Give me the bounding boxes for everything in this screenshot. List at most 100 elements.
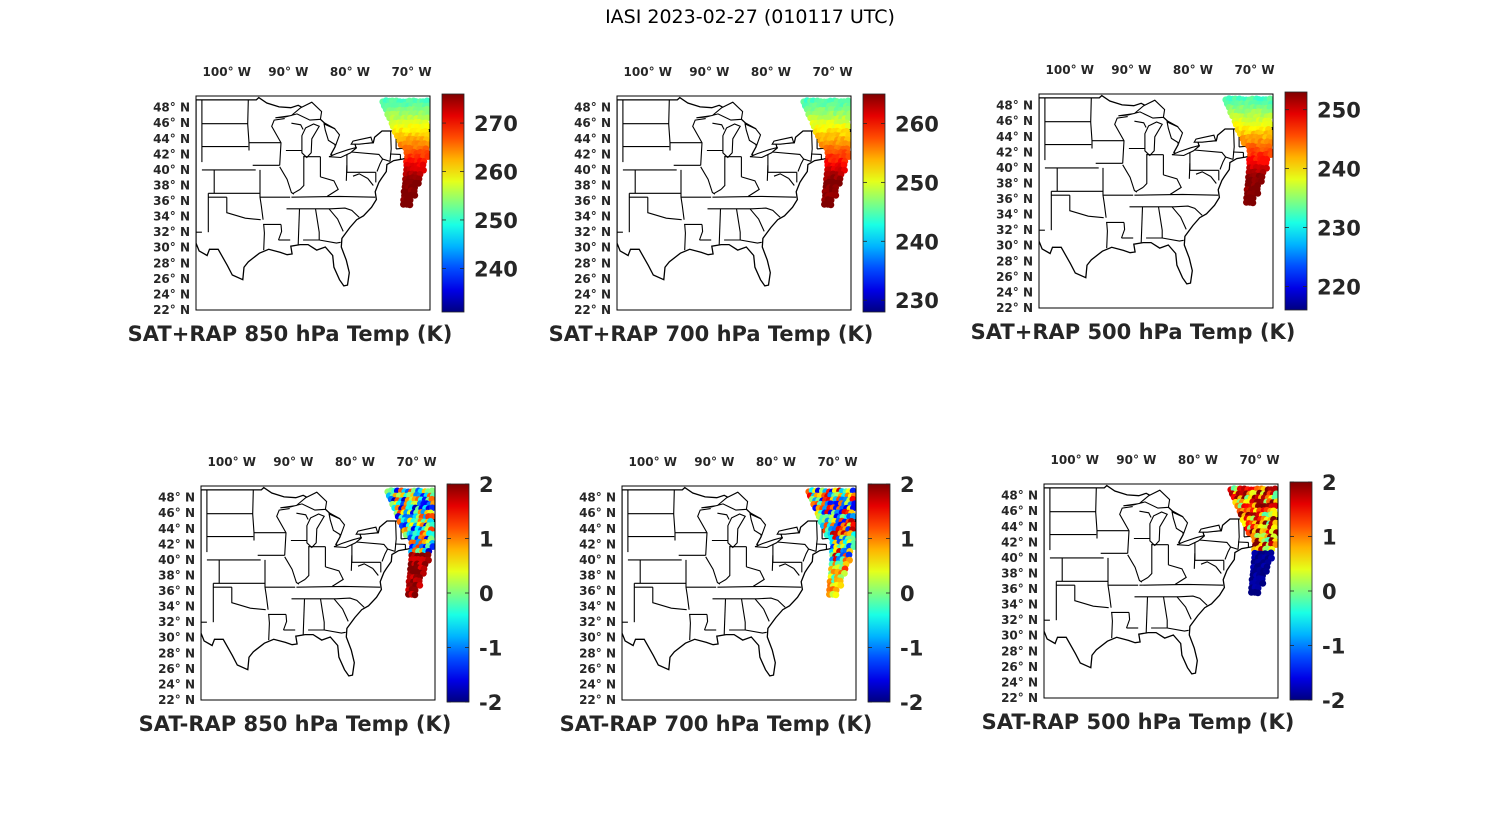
longitude-label: 100° W xyxy=(208,455,256,469)
state-boundary xyxy=(296,512,309,520)
state-boundary xyxy=(284,556,300,585)
map-panel-sat-minus-rap-700: 100° W 90° W 80° W 70° W 48° N 46° N 44° N 42° … xyxy=(536,450,996,780)
colorbar-tick-label: 0 xyxy=(1322,580,1337,604)
latitude-label: 22° N xyxy=(996,301,1033,315)
longitude-label: 70° W xyxy=(817,455,857,469)
great-lake-outline xyxy=(776,526,800,535)
latitude-label: 32° N xyxy=(579,615,616,629)
state-boundary xyxy=(291,195,376,198)
latitude-label: 22° N xyxy=(579,693,616,707)
latitude-label: 38° N xyxy=(996,176,1033,190)
longitude-label: 70° W xyxy=(812,65,852,79)
great-lake-outline xyxy=(1193,134,1217,143)
observation-point xyxy=(406,201,414,209)
state-boundary xyxy=(1199,539,1239,550)
panel-caption: SAT+RAP 700 hPa Temp (K) xyxy=(548,322,874,346)
state-boundary xyxy=(319,239,341,244)
map-frame xyxy=(1043,483,1279,699)
state-boundary xyxy=(692,118,706,166)
state-boundary xyxy=(296,585,381,588)
state-boundary xyxy=(1145,596,1149,633)
state-boundary xyxy=(271,118,285,166)
state-boundary xyxy=(719,578,727,584)
latitude-label: 32° N xyxy=(996,223,1033,237)
latitude-label: 26° N xyxy=(574,272,611,286)
state-boundary xyxy=(333,598,349,622)
great-lake-outline xyxy=(1123,489,1171,509)
colorbar xyxy=(1284,91,1308,311)
latitude-label: 30° N xyxy=(579,631,616,645)
colorbar-tick-label: 240 xyxy=(474,257,518,281)
state-boundary xyxy=(263,224,265,251)
latitude-label: 34° N xyxy=(158,600,195,614)
latitude-label: 46° N xyxy=(153,116,190,130)
latitude-label: 46° N xyxy=(1001,504,1038,518)
state-boundary xyxy=(1171,206,1187,230)
state-boundary xyxy=(1147,543,1153,578)
latitude-label: 34° N xyxy=(574,210,611,224)
state-boundary xyxy=(1111,612,1113,639)
observation-point xyxy=(411,591,419,599)
observation-point xyxy=(1259,580,1267,587)
state-boundary xyxy=(1125,612,1131,629)
latitude-label: 32° N xyxy=(153,225,190,239)
great-lake-outline xyxy=(722,123,741,159)
state-boundary xyxy=(323,207,360,218)
longitude-label: 80° W xyxy=(335,455,375,469)
map-svg: 100° W 90° W 80° W 70° W 48° N46° N 44° N42° … xyxy=(1001,453,1345,713)
colorbar-tick-label: 260 xyxy=(474,161,518,185)
longitude-label: 100° W xyxy=(624,65,672,79)
longitude-label: 90° W xyxy=(268,65,308,79)
state-boundary xyxy=(1232,128,1235,160)
great-lake-outline xyxy=(275,101,323,121)
panel-caption: SAT-RAP 500 hPa Temp (K) xyxy=(981,710,1295,734)
great-lake-outline xyxy=(749,146,779,159)
state-boundary xyxy=(1195,171,1212,177)
longitude-label: 100° W xyxy=(629,455,677,469)
state-boundary xyxy=(729,598,746,631)
state-boundary xyxy=(367,178,374,186)
state-boundary xyxy=(356,541,396,552)
state-boundary xyxy=(746,566,765,587)
state-boundary xyxy=(767,154,797,173)
map-svg: 100° W 90° W 80° W 70° W 48° N46° N 44° N42° … xyxy=(996,63,1361,315)
state-boundary xyxy=(264,559,269,610)
longitude-label: 90° W xyxy=(1116,453,1156,467)
great-lake-outline xyxy=(749,513,767,536)
latitude-label: 28° N xyxy=(996,254,1033,268)
latitude-label: 28° N xyxy=(1001,644,1038,658)
longitude-label: 70° W xyxy=(1239,453,1279,467)
latitude-label: 48° N xyxy=(153,101,190,115)
latitude-label: 32° N xyxy=(574,225,611,239)
longitude-label: 80° W xyxy=(330,65,370,79)
state-boundary xyxy=(815,520,818,552)
latitude-label: 28° N xyxy=(158,646,195,660)
latitude-label: 36° N xyxy=(574,194,611,208)
latitude-label: 24° N xyxy=(158,677,195,691)
state-boundary xyxy=(673,489,676,541)
great-lake-outline xyxy=(280,491,328,511)
colorbar xyxy=(441,93,465,313)
latitude-label: 22° N xyxy=(574,303,611,317)
state-boundary xyxy=(749,597,786,608)
state-boundary xyxy=(1069,195,1104,219)
latitude-label: 34° N xyxy=(153,210,190,224)
latitude-label: 34° N xyxy=(579,600,616,614)
state-boundary xyxy=(1106,222,1108,249)
observation-point xyxy=(416,582,424,589)
latitude-label: 30° N xyxy=(996,239,1033,253)
state-boundary xyxy=(1167,627,1189,632)
latitude-label: 40° N xyxy=(158,553,195,567)
latitude-label: 26° N xyxy=(153,272,190,286)
state-boundary xyxy=(394,520,397,552)
state-boundary xyxy=(652,587,687,611)
latitude-label: 38° N xyxy=(158,568,195,582)
latitude-label: 42° N xyxy=(158,537,195,551)
map-frame xyxy=(1038,93,1274,309)
state-boundary xyxy=(1224,546,1232,560)
state-boundary xyxy=(1219,156,1227,170)
great-lake-outline xyxy=(301,123,320,159)
observation-point xyxy=(845,551,853,559)
longitude-label: 80° W xyxy=(1178,453,1218,467)
state-boundary xyxy=(724,208,741,241)
